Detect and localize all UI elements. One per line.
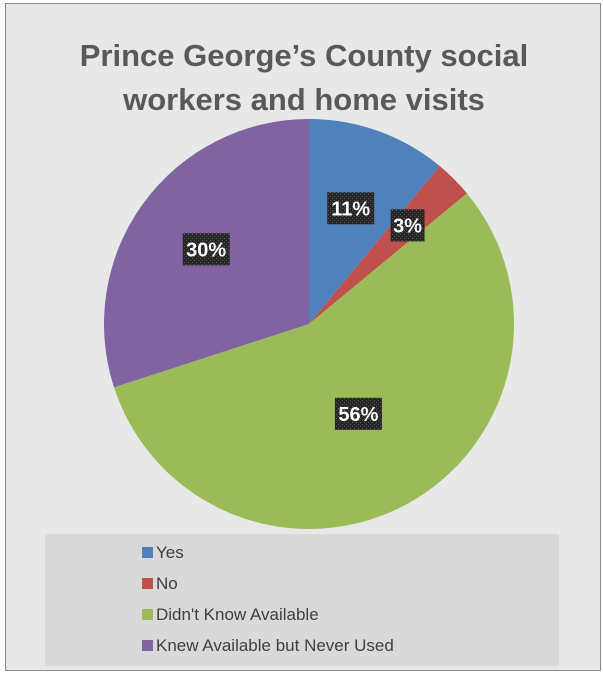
legend-item-no: No	[142, 568, 559, 599]
data-label-knew-available-but-never-used: 30%	[182, 233, 230, 266]
data-label-text: 11%	[331, 198, 370, 220]
chart-legend: Yes No Didn't Know Available Knew Available…	[45, 534, 559, 666]
data-label-box	[334, 397, 382, 430]
data-label-yes: 11%	[327, 192, 375, 225]
pie-slice-didn-t-know-available	[114, 193, 514, 529]
data-label-text: 3%	[393, 215, 422, 237]
chart-frame: Prince George’s County social workers an…	[5, 3, 601, 671]
legend-label: No	[156, 573, 178, 593]
chart-title-line-1: Prince George’s County social	[79, 38, 529, 73]
legend-swatch	[142, 609, 153, 620]
legend-swatch	[142, 547, 153, 558]
legend-swatch	[142, 578, 153, 589]
data-label-didn-t-know-available: 56%	[334, 397, 382, 430]
legend-item-didn-t-know-available: Didn't Know Available	[142, 599, 559, 630]
pie-data-labels: 11% 3% 56% 30%	[182, 192, 425, 430]
data-label-text: 30%	[186, 239, 226, 261]
chart-title: Prince George’s County social workers an…	[6, 34, 600, 122]
data-label-box	[182, 233, 230, 266]
pie-chart: 11% 3% 56% 30%	[103, 118, 514, 529]
chart-title-line-2: workers and home visits	[123, 82, 485, 117]
legend-item-yes: Yes	[142, 537, 559, 568]
data-label-no: 3%	[390, 209, 425, 242]
pie-slice-yes	[309, 119, 440, 324]
data-label-box	[390, 209, 425, 242]
legend-label: Knew Available but Never Used	[156, 635, 394, 655]
legend-item-knew-available-but-never-used: Knew Available but Never Used	[142, 630, 559, 661]
data-label-text: 56%	[338, 404, 378, 426]
legend-label: Didn't Know Available	[156, 604, 319, 624]
pie-slice-no	[309, 166, 467, 324]
legend-swatch	[142, 640, 153, 651]
legend-label: Yes	[156, 542, 184, 562]
pie-slices	[103, 118, 514, 529]
data-label-box	[327, 192, 375, 225]
